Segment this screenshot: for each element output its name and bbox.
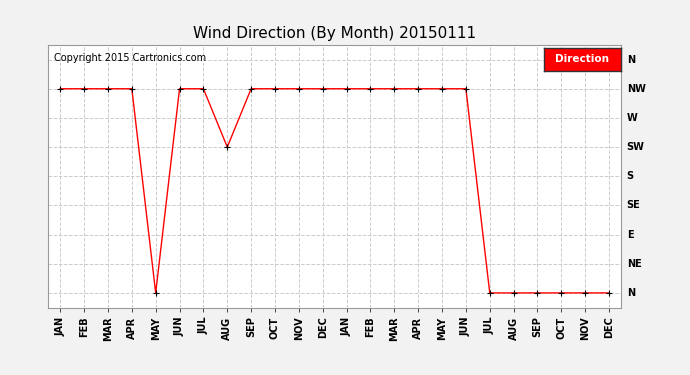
Text: SW: SW xyxy=(627,142,644,152)
Text: S: S xyxy=(627,171,634,181)
Title: Wind Direction (By Month) 20150111: Wind Direction (By Month) 20150111 xyxy=(193,26,476,41)
Text: SE: SE xyxy=(627,200,640,210)
Text: Copyright 2015 Cartronics.com: Copyright 2015 Cartronics.com xyxy=(54,53,206,63)
Text: NW: NW xyxy=(627,84,646,94)
Text: N: N xyxy=(627,55,635,64)
Text: W: W xyxy=(627,113,638,123)
Text: NE: NE xyxy=(627,259,642,269)
Text: E: E xyxy=(627,230,633,240)
Text: N: N xyxy=(627,288,635,298)
